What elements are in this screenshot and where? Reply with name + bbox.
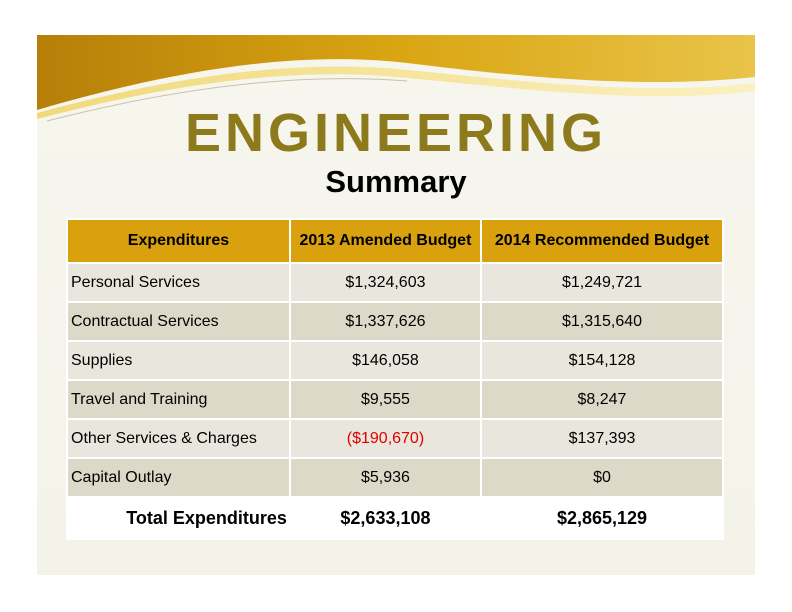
table-header-row: Expenditures 2013 Amended Budget 2014 Re…	[66, 218, 725, 264]
value-2014: $137,393	[479, 418, 725, 459]
column-header-expenditures: Expenditures	[66, 218, 291, 264]
table-row: Travel and Training $9,555 $8,247	[66, 379, 725, 420]
table-row: Other Services & Charges ($190,670) $137…	[66, 418, 725, 459]
row-label: Travel and Training	[66, 379, 291, 420]
gold-swoosh-decoration	[37, 35, 755, 122]
value-2014: $1,249,721	[479, 262, 725, 303]
row-label: Supplies	[66, 340, 291, 381]
table-row: Personal Services $1,324,603 $1,249,721	[66, 262, 725, 303]
value-2013: $1,324,603	[288, 262, 482, 303]
total-row: Total Expenditures $2,633,108 $2,865,129	[66, 496, 725, 540]
value-2014: $1,315,640	[479, 301, 725, 342]
page-title: ENGINEERING	[184, 103, 608, 163]
row-label: Other Services & Charges	[66, 418, 291, 459]
value-2013: $9,555	[288, 379, 482, 420]
total-2013: $2,633,108	[288, 496, 482, 540]
value-2013: $146,058	[288, 340, 482, 381]
column-header-2013: 2013 Amended Budget	[288, 218, 482, 264]
value-2014: $154,128	[479, 340, 725, 381]
value-2013: $5,936	[288, 457, 482, 498]
budget-table: Expenditures 2013 Amended Budget 2014 Re…	[66, 218, 725, 540]
value-2013-negative: ($190,670)	[288, 418, 482, 459]
row-label: Capital Outlay	[66, 457, 291, 498]
value-2014: $0	[479, 457, 725, 498]
table-row: Capital Outlay $5,936 $0	[66, 457, 725, 498]
value-2013: $1,337,626	[288, 301, 482, 342]
total-label: Total Expenditures	[66, 496, 291, 540]
row-label: Personal Services	[66, 262, 291, 303]
total-2014: $2,865,129	[479, 496, 725, 540]
table-row: Supplies $146,058 $154,128	[66, 340, 725, 381]
page-subtitle: Summary	[325, 164, 467, 199]
column-header-2014: 2014 Recommended Budget	[479, 218, 725, 264]
table-row: Contractual Services $1,337,626 $1,315,6…	[66, 301, 725, 342]
row-label: Contractual Services	[66, 301, 291, 342]
value-2014: $8,247	[479, 379, 725, 420]
